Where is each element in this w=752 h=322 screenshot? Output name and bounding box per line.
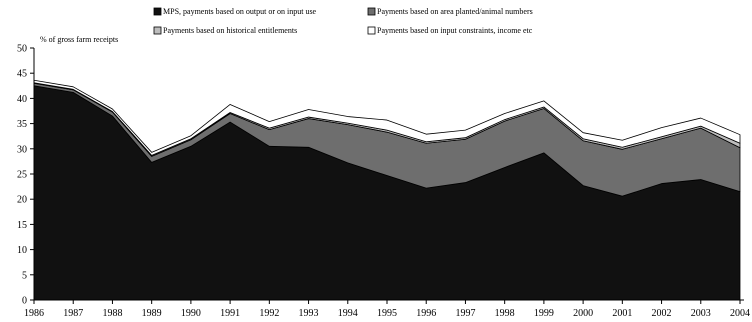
legend-swatch-4 [367, 26, 376, 35]
area-series-4 [33, 79, 741, 156]
x-tick-label: 2002 [652, 308, 672, 319]
x-tick-label: 1995 [377, 308, 397, 319]
y-tick-label: 0 [22, 296, 27, 307]
x-tick-label: 2003 [691, 308, 711, 319]
legend-swatch-3 [153, 26, 162, 35]
axes: 0 5 10 15 20 25 30 35 40 45 50 1986 1987 1988 1989 1990… [17, 44, 750, 320]
y-tick-label: 5 [22, 270, 27, 281]
y-tick-label: 30 [17, 144, 27, 155]
y-tick-label: 20 [17, 195, 27, 206]
x-tick-label: 1997 [455, 308, 475, 319]
x-tick-label: 1993 [299, 308, 319, 319]
area-layers [33, 79, 741, 301]
x-tick-label: 1990 [181, 308, 201, 319]
legend-label-4: Payments based on input constraints, inc… [377, 26, 533, 35]
legend: MPS, payments based on output or on inpu… [153, 7, 533, 35]
x-tick-label: 2004 [730, 308, 750, 319]
y-tick-label: 15 [17, 220, 27, 231]
legend-label-3: Payments based on historical entitlement… [163, 26, 297, 35]
y-tick-label: 50 [17, 44, 27, 55]
legend-label-2: Payments based on area planted/animal nu… [377, 7, 533, 16]
x-tick-label: 1989 [142, 308, 162, 319]
y-tick-label: 40 [17, 94, 27, 105]
y-tick-label: 10 [17, 245, 27, 256]
x-tick-label: 1992 [259, 308, 279, 319]
y-axis-label: % of gross farm receipts [40, 35, 118, 44]
x-tick-label: 1991 [220, 308, 240, 319]
y-tick-label: 35 [17, 119, 27, 130]
x-tick-label: 1998 [495, 308, 515, 319]
x-tick-label: 1986 [24, 308, 44, 319]
x-tick-label: 1996 [416, 308, 436, 319]
y-tick-label: 45 [17, 69, 27, 80]
x-tick-label: 1999 [534, 308, 554, 319]
x-tick-label: 1987 [63, 308, 83, 319]
legend-swatch-2 [367, 7, 376, 16]
x-tick-label: 1988 [102, 308, 122, 319]
x-tick-label: 2001 [612, 308, 632, 319]
legend-swatch-1 [153, 7, 162, 16]
x-tick-label: 2000 [573, 308, 593, 319]
x-tick-label: 1994 [338, 308, 358, 319]
area-series-1 [33, 85, 741, 301]
legend-label-1: MPS, payments based on output or on inpu… [163, 7, 317, 16]
y-tick-label: 25 [17, 170, 27, 181]
